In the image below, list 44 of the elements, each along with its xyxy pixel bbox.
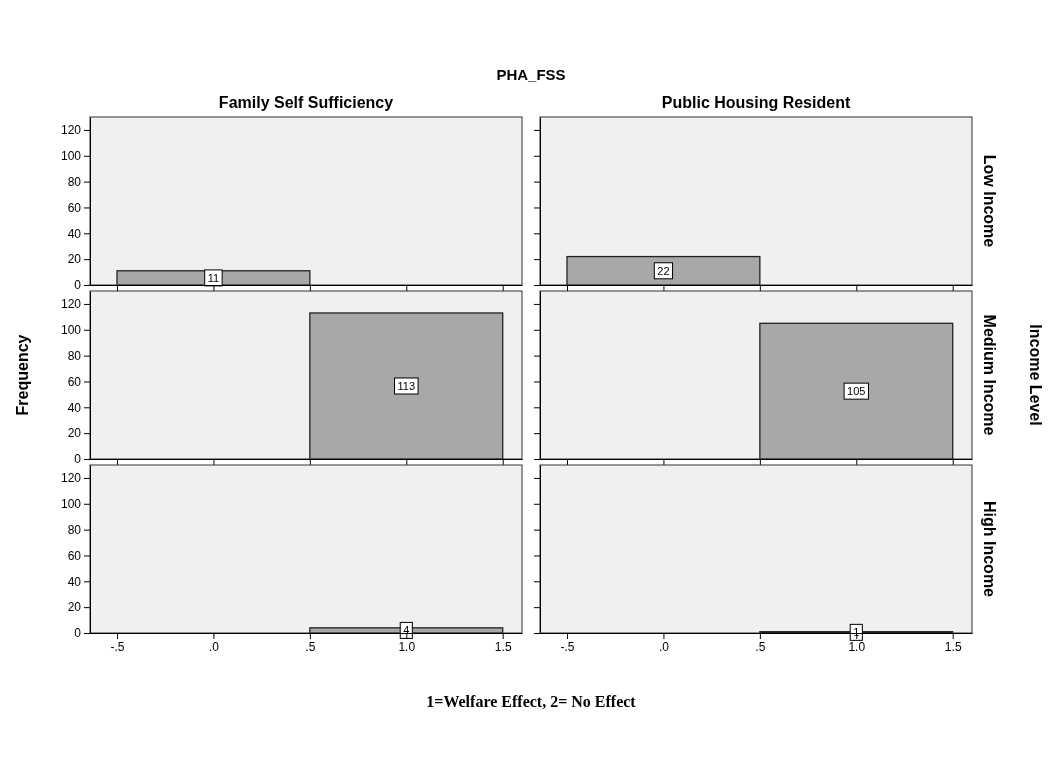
data-label: 105	[847, 385, 866, 398]
text: Income Level	[1027, 324, 1044, 426]
y-tick-label: 20	[67, 600, 82, 615]
y-tick-label: 60	[67, 200, 82, 215]
y-tick-label: 0	[74, 452, 82, 467]
x-tick-label: 1.0	[398, 639, 416, 654]
x-tick-label: 1.5	[944, 639, 962, 654]
x-tick-label: .0	[658, 639, 670, 654]
y-tick-label: 40	[67, 226, 82, 241]
y-tick-label: 120	[60, 297, 82, 312]
y-tick-label: 100	[60, 497, 82, 512]
y2-axis-title: Low Income	[981, 154, 998, 248]
y-tick-label: 20	[67, 426, 82, 441]
y-tick-label: 100	[60, 149, 82, 164]
x-tick-label: -.5	[560, 639, 575, 654]
x-tick-label: 1.5	[494, 639, 512, 654]
y-tick-label: 20	[67, 252, 82, 267]
chart-title: PHA_FSS	[496, 66, 566, 83]
chart-subtitle: Public Housing Resident	[661, 94, 851, 111]
y-axis-title: Frequency	[14, 334, 31, 416]
y-tick-label: 120	[60, 471, 82, 486]
x-tick-label: -.5	[110, 639, 125, 654]
x-tick-label: 1.0	[848, 639, 866, 654]
y-tick-label: 0	[74, 626, 82, 641]
y-tick-label: 100	[60, 323, 82, 338]
data-label: 11	[207, 271, 220, 284]
y-tick-label: 80	[67, 174, 82, 189]
y-tick-label: 60	[67, 548, 82, 563]
y-tick-label: 40	[67, 574, 82, 589]
y-tick-label: 80	[67, 348, 82, 363]
y-tick-label: 60	[67, 374, 82, 389]
y-tick-label: 0	[74, 278, 82, 293]
data-label: 113	[397, 379, 416, 392]
y2-axis-title: High Income	[981, 500, 998, 598]
data-label: 22	[657, 264, 670, 277]
y2-axis-title: Medium Income	[981, 314, 998, 436]
x-tick-label: .5	[305, 639, 316, 654]
chart-subtitle: Family Self Sufficiency	[218, 94, 394, 111]
y-tick-label: 80	[67, 522, 82, 537]
y-tick-label: 120	[60, 123, 82, 138]
x-tick-label: .0	[208, 639, 220, 654]
y-tick-label: 40	[67, 400, 82, 415]
x-tick-label: .5	[755, 639, 766, 654]
x-axis-title: 1=Welfare Effect, 2= No Effect	[426, 693, 637, 710]
